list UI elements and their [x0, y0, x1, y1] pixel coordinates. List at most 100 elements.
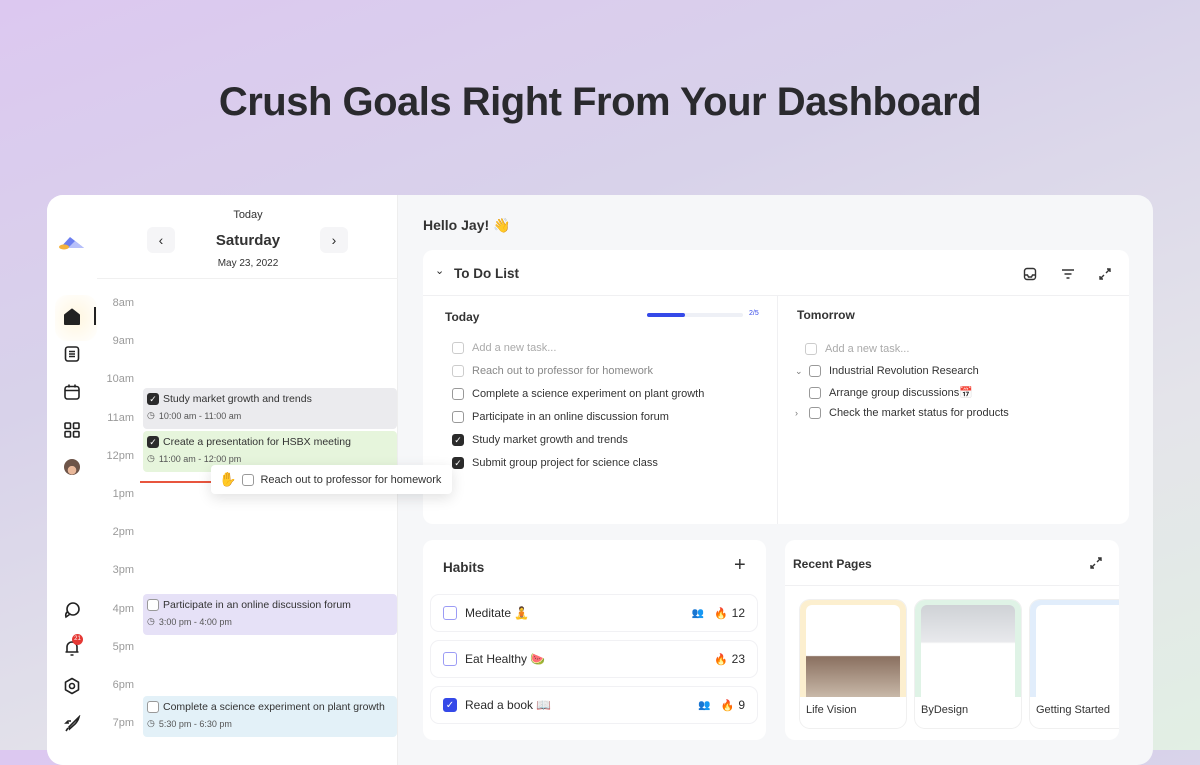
divider	[97, 278, 398, 279]
collapse-chevron-icon[interactable]: ⌄	[435, 265, 445, 277]
habit-item[interactable]: Eat Healthy 🍉 🔥 23	[431, 641, 757, 677]
streak-count: 9	[738, 698, 745, 712]
calendar-event[interactable]: Complete a science experiment on plant g…	[143, 696, 397, 737]
gear-icon[interactable]	[61, 675, 83, 697]
notification-badge: 21	[72, 634, 83, 645]
chevron-icon[interactable]: ⌄	[795, 365, 803, 376]
next-day-button[interactable]: ›	[320, 227, 348, 253]
event-time: 10:00 am - 11:00 am	[158, 410, 242, 421]
document-icon[interactable]	[61, 343, 83, 365]
event-title: Study market growth and trends	[163, 393, 312, 405]
clock-icon: ◷	[147, 410, 155, 420]
hour-label: 6pm	[112, 679, 134, 691]
event-time: 5:30 pm - 6:30 pm	[158, 718, 232, 729]
filter-icon[interactable]	[1061, 267, 1075, 286]
calendar-event[interactable]: ✓ Study market growth and trends ◷ 10:00 am…	[143, 388, 397, 429]
hour-label: 7pm	[112, 717, 134, 730]
headline: Crush Goals Right From Your Dashboard	[218, 80, 982, 124]
day-name: Saturday	[215, 232, 281, 249]
checkbox[interactable]	[242, 473, 255, 486]
greeting: Hello Jay! 👋	[423, 217, 511, 233]
hour-label: 11am	[107, 411, 134, 424]
fire-icon: 🔥	[720, 699, 735, 712]
todo-item[interactable]: ⌄ Industrial Revolution Research	[795, 365, 979, 377]
clock-icon: ◷	[147, 718, 155, 728]
date-label: May 23, 2022	[217, 258, 279, 269]
calendar-event[interactable]: Participate in an online discussion foru…	[143, 594, 397, 635]
todo-title: To Do List	[454, 266, 519, 281]
add-task-input-today[interactable]: Add a new task...	[452, 342, 556, 354]
add-habit-button[interactable]: +	[734, 554, 746, 576]
page-thumbnail	[921, 605, 1015, 697]
grab-hand-icon: ✋	[219, 471, 237, 487]
divider	[777, 296, 778, 524]
rocket-icon[interactable]	[61, 713, 83, 735]
expand-icon[interactable]	[1099, 267, 1111, 285]
prev-day-button[interactable]: ‹	[147, 227, 175, 253]
hour-label: 1pm	[112, 488, 134, 500]
clock-icon: ◷	[147, 616, 155, 626]
checkbox[interactable]	[147, 701, 159, 713]
todo-item[interactable]: Complete a science experiment on plant g…	[452, 388, 704, 400]
page-thumbnail	[1036, 605, 1119, 697]
today-column-title: Today	[445, 310, 480, 324]
calendar-icon[interactable]	[61, 381, 83, 403]
active-indicator	[94, 307, 96, 325]
inbox-icon[interactable]	[1023, 267, 1037, 286]
today-label: Today	[233, 209, 263, 221]
event-title: Complete a science experiment on plant g…	[163, 701, 385, 713]
recent-pages-title: Recent Pages	[793, 557, 872, 571]
hour-label: 8am	[112, 297, 134, 309]
hour-label: 9am	[112, 335, 134, 348]
todo-item[interactable]: ✓ Study market growth and trends	[452, 434, 628, 446]
recent-page-card[interactable]: Getting Started	[1030, 600, 1119, 728]
checkbox[interactable]	[443, 606, 457, 620]
dashboard-window: 21 Today ‹ Saturday › May 23, 2022 8am 9a…	[47, 195, 1153, 765]
hour-label: 5pm	[112, 640, 134, 653]
habit-item[interactable]: ✓ Read a book 📖 👥 🔥 9	[431, 687, 757, 723]
page-name: Life Vision	[806, 704, 857, 716]
tomorrow-column-title: Tomorrow	[797, 308, 855, 322]
divider	[423, 295, 1129, 296]
hour-label: 3pm	[112, 564, 134, 577]
streak-count: 23	[731, 652, 745, 666]
current-time-line	[140, 481, 212, 483]
fire-icon: 🔥	[713, 653, 728, 666]
hour-label: 10am	[106, 373, 134, 386]
checkbox[interactable]	[443, 652, 457, 666]
task-title: Reach out to professor for homework	[260, 473, 442, 486]
hour-label: 4pm	[112, 602, 134, 615]
checkbox[interactable]: ✓	[147, 393, 159, 405]
todo-item[interactable]: Arrange group discussions📅	[795, 386, 973, 399]
checkbox[interactable]: ✓	[443, 698, 457, 712]
recent-page-card[interactable]: Life Vision	[800, 600, 906, 728]
page-thumbnail	[806, 605, 900, 697]
chevron-icon[interactable]: ›	[795, 408, 798, 418]
streak-count: 12	[731, 606, 745, 620]
checkbox[interactable]: ✓	[147, 436, 159, 448]
todo-item[interactable]: Participate in an online discussion foru…	[452, 411, 669, 423]
grid-icon[interactable]	[61, 419, 83, 441]
chat-icon[interactable]	[61, 599, 83, 621]
habit-item[interactable]: Meditate 🧘 👥 🔥 12	[431, 595, 757, 631]
progress-bar	[647, 313, 743, 317]
recent-page-card[interactable]: ByDesign	[915, 600, 1021, 728]
page-name: ByDesign	[921, 704, 969, 716]
progress-text: 2/5	[749, 310, 759, 317]
checkbox[interactable]	[147, 599, 159, 611]
page-name: Getting Started	[1036, 704, 1110, 716]
bell-icon[interactable]: 21	[61, 634, 83, 659]
todo-item[interactable]: Reach out to professor for homework	[452, 365, 653, 377]
event-title: Create a presentation for HSBX meeting	[163, 436, 351, 448]
dragging-task[interactable]: ✋ Reach out to professor for homework	[211, 465, 452, 494]
event-title: Participate in an online discussion foru…	[163, 599, 351, 611]
hour-label: 2pm	[112, 526, 134, 539]
avatar[interactable]	[61, 456, 83, 478]
home-icon[interactable]	[61, 306, 83, 328]
habit-name: Meditate 🧘	[465, 606, 530, 620]
expand-icon[interactable]	[1090, 556, 1102, 574]
add-task-input-tomorrow[interactable]: Add a new task...	[805, 343, 909, 355]
todo-item[interactable]: › Check the market status for products	[795, 407, 1009, 419]
todo-item[interactable]: ✓ Submit group project for science class	[452, 457, 658, 469]
event-time: 11:00 am - 12:00 pm	[158, 453, 242, 464]
